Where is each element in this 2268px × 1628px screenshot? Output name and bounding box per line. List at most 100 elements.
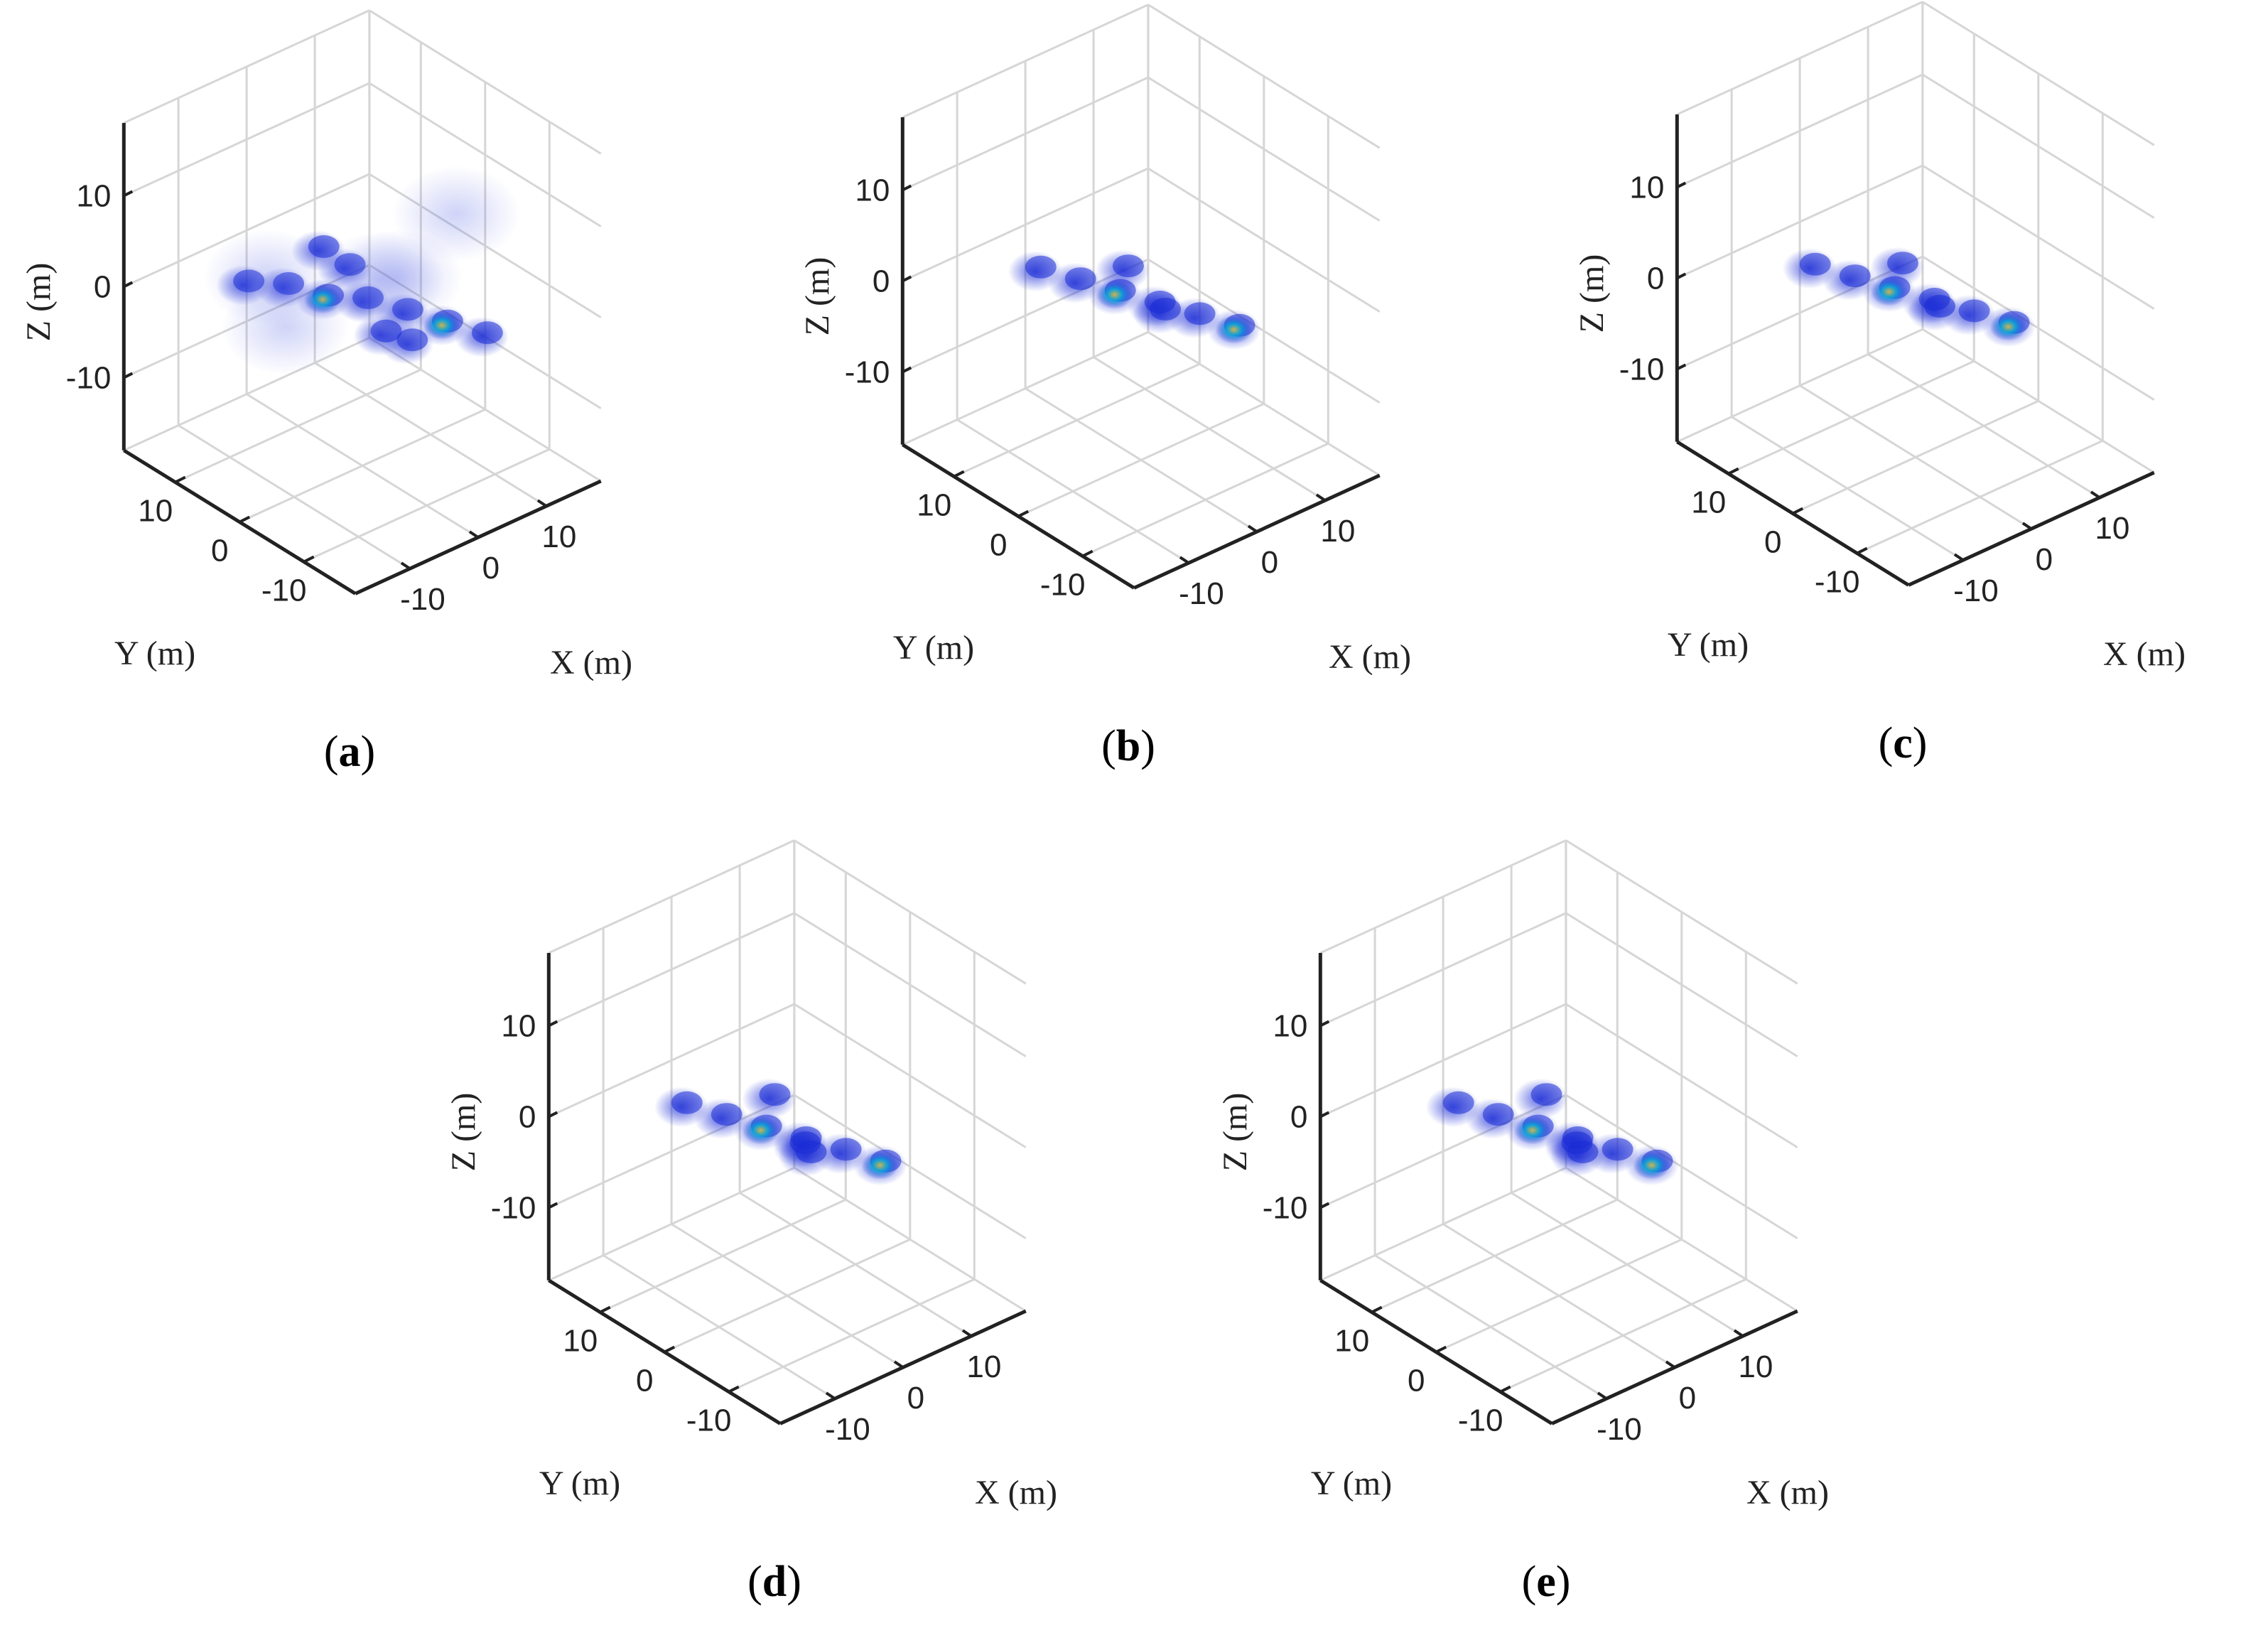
data-point (1958, 299, 1990, 323)
z-tick-label: 0 (1647, 261, 1664, 296)
x-tick-label: -10 (1179, 576, 1224, 611)
data-point (1064, 267, 1096, 291)
data-point (1025, 255, 1057, 279)
z-axis-title: Z (m) (1216, 1093, 1254, 1172)
y-axis-title: Y (m) (1668, 626, 1749, 664)
data-point (1924, 295, 1956, 318)
panel-a: -10 0 10 -10 0 10 -10 0 10 Z (m) Y (m) X (m) (a) (20, 9, 632, 776)
data-point (1561, 1131, 1593, 1155)
x-axis-title: X (m) (1329, 638, 1411, 676)
x-tick-label: 0 (1261, 545, 1278, 580)
x-tick (468, 530, 480, 539)
volume-c (1782, 247, 2036, 347)
y-tick (303, 555, 315, 564)
z-tick-label: 0 (519, 1099, 536, 1134)
y-tick-label: 10 (138, 494, 173, 529)
panel-caption: (e) (1522, 1558, 1571, 1606)
z-tick (123, 190, 134, 198)
grid-line (1922, 255, 2155, 401)
x-tick (825, 1391, 836, 1400)
y-tick (1856, 546, 1868, 555)
y-tick (239, 515, 251, 524)
grid-line (1565, 1094, 1798, 1239)
z-tick (902, 275, 912, 283)
z-tick (548, 1111, 558, 1118)
z-tick-label: 0 (873, 264, 890, 298)
data-point (861, 1150, 899, 1180)
volume-e (1425, 1078, 1679, 1186)
x-tick-label: 0 (907, 1381, 924, 1416)
panel-caption: (a) (324, 728, 375, 776)
x-tick (893, 1360, 904, 1369)
panel-b: -10 0 10 -10 0 10 -10 0 10 Z (m) Y (m) X (m) (b) (799, 4, 1411, 770)
y-tick-label: 0 (990, 528, 1007, 563)
x-tick-label: 10 (541, 519, 576, 554)
z-tick (123, 281, 134, 289)
y-axis-title: Y (m) (1311, 1465, 1392, 1502)
z-tick (1676, 363, 1687, 371)
x-tick-label: -10 (1953, 573, 1999, 608)
grid-line (902, 76, 1149, 191)
grid-line (1728, 360, 1975, 475)
z-tick-label: 10 (76, 178, 111, 213)
grid-line (1148, 167, 1381, 313)
grid-line (1857, 439, 2103, 554)
x-tick-label: -10 (1597, 1412, 1642, 1447)
x-axis-title: X (m) (1746, 1474, 1829, 1511)
z-tick (1319, 1111, 1330, 1118)
data-point (1799, 252, 1831, 276)
y-tick (1499, 1385, 1511, 1393)
x-tick-label: 0 (1679, 1381, 1696, 1416)
y-tick-label: 0 (1764, 525, 1781, 560)
y-tick (599, 1305, 611, 1314)
z-tick (1676, 272, 1687, 280)
y-tick (174, 475, 186, 484)
grid-line (1319, 1003, 1567, 1118)
data-point (1215, 315, 1253, 344)
data-point (1482, 1103, 1514, 1126)
y-axis-title: Y (m) (539, 1465, 620, 1502)
z-tick-label: 0 (94, 269, 111, 304)
y-tick-label: -10 (261, 573, 307, 608)
x-tick-label: -10 (825, 1412, 870, 1447)
data-point (1989, 312, 2027, 341)
panel-d: -10 0 10 -10 0 10 -10 0 10 Z (m) Y (m) X (m) (d) (445, 839, 1057, 1606)
grid-line (1676, 73, 1923, 188)
grid-line (123, 82, 370, 197)
grid-line (1017, 402, 1265, 517)
grid-line (369, 82, 602, 227)
y-tick (1081, 549, 1094, 558)
data-point (742, 1116, 779, 1145)
y-tick-label: -10 (686, 1403, 732, 1438)
z-tick (548, 1202, 558, 1209)
panel-caption: (d) (747, 1558, 801, 1606)
y-axis-line (901, 443, 1135, 590)
data-point (1513, 1116, 1551, 1145)
x-tick (536, 499, 548, 507)
grid-line (1319, 912, 1567, 1027)
x-tick (1733, 1329, 1744, 1337)
z-tick-label: -10 (1619, 352, 1665, 387)
y-tick (1017, 510, 1030, 518)
x-tick (1179, 556, 1190, 564)
z-axis-title: Z (m) (1573, 254, 1611, 333)
grid-line (1082, 442, 1329, 557)
data-point (1633, 1150, 1670, 1180)
grid-line (728, 1278, 975, 1393)
grid-line (123, 9, 370, 124)
grid-line (548, 912, 795, 1027)
grid-line (123, 173, 370, 288)
x-tick (1665, 1360, 1676, 1369)
grid-line (1500, 1278, 1746, 1393)
grid-line (1565, 839, 1798, 985)
data-point (1870, 277, 1908, 306)
grid-line (1565, 912, 1798, 1057)
z-tick-label: -10 (491, 1190, 536, 1225)
data-point (711, 1103, 742, 1126)
z-axis-title: Z (m) (20, 263, 58, 342)
data-point (1096, 280, 1133, 309)
grid-line (794, 1094, 1027, 1239)
grid-line (1922, 1, 2155, 146)
grid-line (369, 9, 602, 155)
